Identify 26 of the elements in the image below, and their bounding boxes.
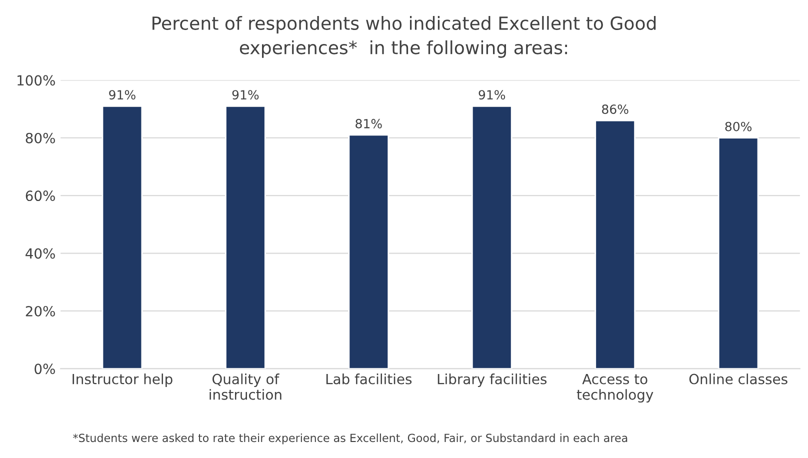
data-label: 81% [356,118,382,128]
bar [471,105,512,369]
text: *Students were asked to rate their experience as Excellent, Good, Fair, or Substandard in each area [73,434,628,444]
bar [594,120,636,369]
x-tick-label: Instructor help [72,374,172,387]
data-label: 91% [109,90,136,100]
data-label: 91% [478,90,506,100]
y-tick-label: 20% [26,306,55,316]
y-tick-label: 80% [26,132,55,144]
bar [102,105,143,369]
x-tick-label: Library facilities [438,374,547,387]
chart-title: Percent of respondents who indicated Excellent to Good experiences* in the following areas: [152,16,656,58]
x-tick-label: Online classes [689,374,788,384]
x-tick-label: Quality of instruction [210,374,282,400]
bar [718,137,759,369]
bar [225,105,266,369]
x-tick-label: Lab facilities [326,374,412,384]
y-tick-label: 40% [26,248,55,259]
data-label: 86% [602,104,628,114]
y-tick-label: 0% [34,364,55,374]
y-tick-label: 100% [18,75,55,86]
y-tick-label: 60% [26,190,55,202]
data-label: 91% [232,90,259,100]
bar [348,134,390,369]
data-label: 80% [725,122,752,132]
x-tick-label: Access to technology [576,374,654,403]
